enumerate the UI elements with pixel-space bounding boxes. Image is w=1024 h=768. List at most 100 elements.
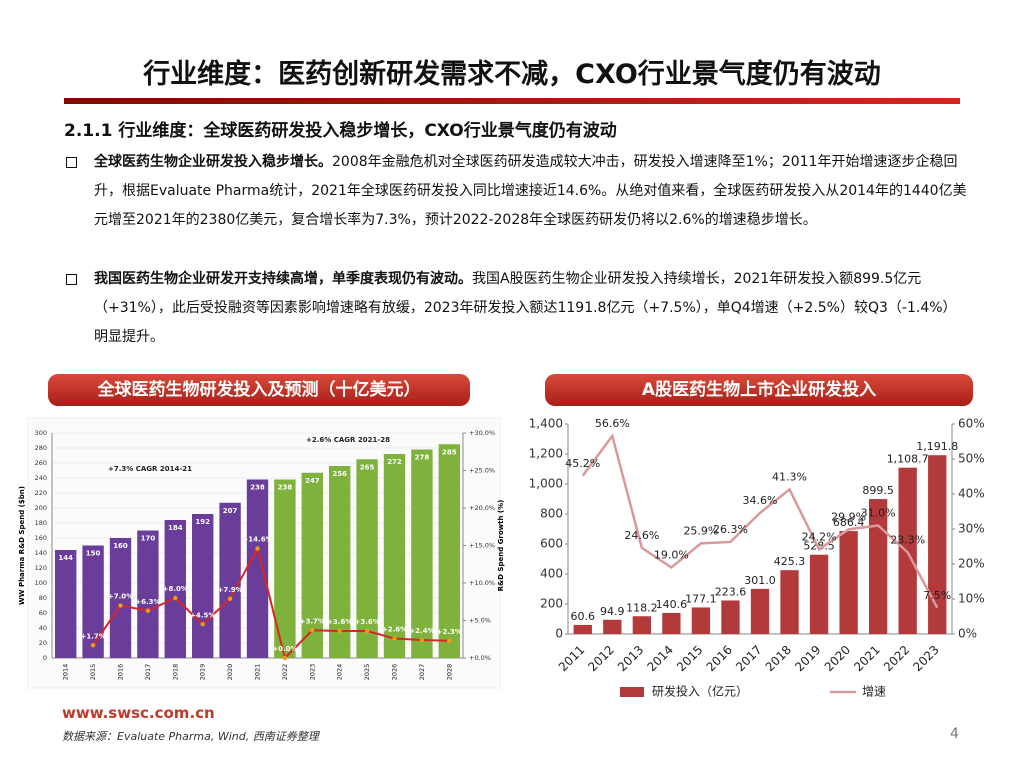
y2-tick-label: +20.0% — [469, 504, 495, 512]
data-label: 94.9 — [600, 605, 625, 618]
line-marker — [227, 596, 233, 601]
y-tick-label: 1,200 — [529, 447, 563, 461]
bar — [691, 607, 711, 634]
y-tick-label: 60 — [39, 609, 47, 617]
data-label: 301.0 — [744, 574, 776, 587]
data-label: +14.6% — [242, 536, 272, 544]
bar — [928, 455, 947, 634]
bar — [356, 459, 378, 658]
data-label: 160 — [113, 542, 128, 550]
bar — [109, 538, 132, 658]
y-tick-label: 20 — [39, 639, 47, 647]
line-marker — [447, 638, 452, 643]
x-tick-label: 2028 — [445, 664, 453, 681]
bar — [274, 479, 296, 658]
x-tick-label: 2021 — [851, 643, 882, 674]
data-label: 45.2% — [565, 457, 600, 470]
data-label: +2.4% — [409, 627, 434, 635]
data-label: 265 — [360, 463, 375, 471]
y-tick-label: 200 — [35, 504, 47, 512]
line-marker — [145, 608, 151, 613]
y-tick-label: 140 — [35, 549, 47, 557]
data-label: +4.5% — [190, 611, 215, 619]
data-label: 425.3 — [774, 555, 806, 568]
y-tick-label: 220 — [35, 489, 47, 497]
data-label: +7.0% — [108, 593, 133, 601]
data-label: +2.6% — [382, 626, 407, 634]
annotation: +2.6% CAGR 2021-28 — [306, 436, 390, 444]
data-label: 1,108.7 — [887, 453, 929, 466]
x-tick-label: 2023 — [910, 643, 941, 674]
y2-tick-label: +0.0% — [469, 654, 491, 662]
data-label: 285 — [442, 448, 457, 456]
y-tick-label: 1,000 — [529, 477, 563, 491]
bar — [411, 449, 433, 658]
bar — [603, 619, 622, 634]
bar — [137, 530, 159, 658]
data-label: 238 — [278, 484, 293, 492]
y2-tick-label: 50% — [958, 452, 985, 466]
data-label: 25.9% — [683, 524, 718, 537]
x-tick-label: 2022 — [281, 664, 289, 681]
slide-title: 行业维度：医药创新研发需求不减，CXO行业景气度仍有波动 — [143, 59, 881, 90]
x-tick-label: 2017 — [144, 664, 152, 681]
x-tick-label: 2027 — [418, 664, 426, 681]
annotation: +7.3% CAGR 2014-21 — [108, 465, 192, 473]
line-marker — [200, 622, 205, 627]
title-rule — [64, 98, 960, 104]
bullet-text: 我国A股医药生物企业研发投入持续增长，2021年研发投入额899.5亿元（+31… — [94, 271, 957, 345]
line-marker — [118, 603, 123, 608]
data-label: 23.3% — [890, 533, 925, 546]
y-tick-label: 160 — [35, 534, 47, 542]
legend-swatch — [620, 687, 644, 697]
y-tick-label: 600 — [540, 537, 563, 551]
data-label: +3.6% — [354, 618, 379, 626]
y-tick-label: 180 — [35, 519, 47, 527]
data-label: 140.6 — [656, 598, 688, 611]
section-heading: 2.1.1 行业维度：全球医药研发投入稳步增长，CXO行业景气度仍有波动 — [64, 121, 617, 141]
y-tick-label: 0 — [43, 654, 47, 662]
data-label: +8.0% — [163, 585, 188, 593]
bar — [55, 550, 77, 658]
data-label: +0.0% — [272, 645, 297, 653]
line-marker — [419, 637, 425, 643]
legend-label: 研发投入（亿元） — [652, 684, 748, 699]
data-label: +3.7% — [300, 617, 325, 625]
line-marker — [337, 628, 342, 634]
y2-tick-label: +10.0% — [469, 579, 495, 587]
data-label: +1.7% — [80, 632, 105, 640]
x-tick-label: 2019 — [199, 664, 207, 681]
x-tick-label: 2025 — [363, 664, 371, 681]
bar — [809, 554, 829, 634]
x-tick-label: 2023 — [308, 664, 316, 681]
data-label: 177.1 — [685, 592, 717, 605]
bar — [721, 600, 740, 634]
y2-tick-label: +5.0% — [469, 617, 491, 625]
data-label: 192 — [195, 518, 210, 526]
line-marker — [173, 595, 178, 601]
x-tick-label: 2013 — [615, 643, 646, 674]
chart-title: A股医药生物上市企业研发投入 — [545, 374, 973, 406]
y-tick-label: 40 — [39, 624, 47, 632]
data-label: 223.6 — [715, 585, 747, 598]
bar — [438, 444, 460, 658]
x-tick-label: 2015 — [89, 664, 97, 681]
bar — [780, 570, 799, 634]
x-tick-label: 2011 — [556, 643, 587, 674]
data-label: 24.2% — [802, 530, 837, 543]
page-number: 4 — [950, 726, 959, 742]
y-tick-label: 280 — [35, 444, 47, 452]
bar — [192, 514, 214, 658]
y-tick-label: 260 — [35, 459, 47, 467]
data-label: 29.9% — [831, 510, 866, 523]
x-tick-label: 2024 — [336, 664, 344, 681]
data-label: 144 — [58, 554, 73, 562]
y2-tick-label: 30% — [958, 522, 985, 536]
y2-axis-title: R&D Spend Growth (%) — [497, 500, 505, 592]
data-label: 686.4 — [833, 516, 865, 529]
y2-tick-label: 10% — [958, 592, 985, 606]
bar — [632, 616, 652, 634]
bar — [750, 588, 770, 634]
data-label: 60.6 — [571, 610, 596, 623]
